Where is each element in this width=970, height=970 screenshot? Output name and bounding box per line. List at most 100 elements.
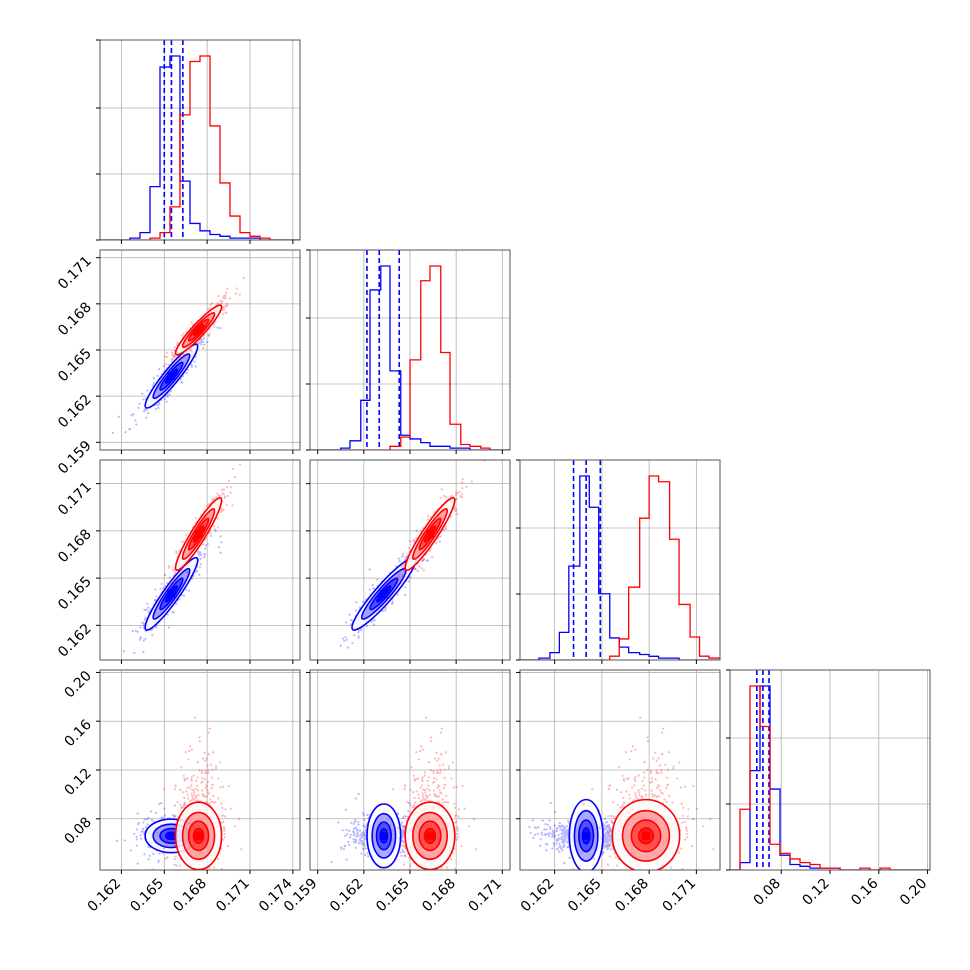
scatter-point xyxy=(160,582,163,585)
scatter-point xyxy=(165,355,168,359)
scatter-point xyxy=(172,359,175,362)
scatter-point xyxy=(134,419,137,422)
scatter-point xyxy=(350,618,353,622)
scatter-point xyxy=(198,341,202,344)
scatter-point xyxy=(198,551,201,554)
scatter-point xyxy=(171,354,174,357)
scatter-point xyxy=(444,527,447,530)
scatter-point xyxy=(200,343,203,346)
density-peak-blue xyxy=(167,372,176,381)
scatter-point xyxy=(414,567,417,570)
scatter-point xyxy=(219,299,222,303)
scatter-point xyxy=(204,547,207,550)
scatter-point xyxy=(171,354,175,357)
scatter-point xyxy=(414,567,417,571)
scatter-point xyxy=(223,305,226,308)
scatter-point xyxy=(154,599,157,602)
panel-body xyxy=(100,250,300,450)
scatter-point xyxy=(461,477,464,481)
scatter-point xyxy=(181,540,184,544)
scatter-point xyxy=(151,634,154,637)
scatter-point xyxy=(228,480,231,483)
scatter-point xyxy=(154,588,157,591)
scatter-point xyxy=(178,359,181,362)
scatter-point xyxy=(210,534,213,537)
scatter-point xyxy=(182,594,186,597)
scatter-point xyxy=(166,395,169,398)
scatter-point xyxy=(139,636,143,639)
scatter-point xyxy=(348,613,351,616)
scatter-point xyxy=(407,580,411,583)
scatter-point xyxy=(170,358,173,361)
scatter-point xyxy=(228,297,232,300)
scatter-point xyxy=(223,308,226,311)
scatter-point xyxy=(219,510,222,514)
scatter-point xyxy=(220,488,223,491)
scatter-point xyxy=(219,326,222,330)
scatter-point xyxy=(156,374,159,377)
scatter-point xyxy=(188,348,191,352)
scatter-point xyxy=(186,368,190,372)
scatter-point xyxy=(190,349,193,352)
scatter-point xyxy=(419,530,422,533)
scatter-point xyxy=(165,351,168,354)
scatter-point xyxy=(217,494,220,497)
scatter-point xyxy=(141,621,144,624)
scatter-point xyxy=(164,573,167,577)
scatter-point xyxy=(154,599,157,602)
scatter-point xyxy=(243,452,245,454)
scatter-point xyxy=(357,636,360,639)
scatter-point xyxy=(438,540,441,543)
scatter-point xyxy=(416,569,419,573)
scatter-point xyxy=(444,525,447,528)
scatter-point xyxy=(154,407,158,411)
scatter-point xyxy=(353,634,356,637)
scatter-point xyxy=(222,489,226,492)
scatter-point xyxy=(206,542,209,546)
scatter-point xyxy=(153,599,157,602)
scatter-point xyxy=(167,363,170,366)
scatter-point xyxy=(224,291,228,294)
scatter-point xyxy=(176,342,179,346)
scatter-point xyxy=(225,311,228,314)
scatter-point xyxy=(425,559,429,562)
scatter-point xyxy=(225,302,228,305)
scatter-point xyxy=(199,552,202,555)
scatter-point xyxy=(216,517,219,520)
scatter-point xyxy=(117,415,120,418)
scatter-point xyxy=(175,602,178,605)
scatter-point xyxy=(164,355,167,358)
y-tick-label: 0.162 xyxy=(55,621,95,661)
scatter-point xyxy=(169,582,172,585)
scatter-point xyxy=(224,304,228,307)
scatter-point xyxy=(195,342,198,345)
scatter-point xyxy=(404,556,407,559)
scatter-point xyxy=(185,533,188,536)
scatter-point xyxy=(190,321,193,324)
panel-2-1 xyxy=(306,459,511,664)
scatter-point xyxy=(171,357,174,360)
scatter-point xyxy=(222,488,225,491)
scatter-point xyxy=(171,352,175,355)
y-tick-label: 0.171 xyxy=(55,253,95,293)
scatter-point xyxy=(222,312,225,316)
scatter-point xyxy=(180,571,184,574)
scatter-point xyxy=(222,295,225,299)
y-tick-label: 0.168 xyxy=(55,299,95,339)
scatter-point xyxy=(420,567,423,570)
scatter-point xyxy=(223,294,226,297)
scatter-point xyxy=(397,557,400,560)
scatter-point xyxy=(219,535,222,538)
density-peak-red xyxy=(194,326,203,334)
scatter-point xyxy=(173,355,176,358)
scatter-point xyxy=(210,302,213,305)
scatter-point xyxy=(221,508,224,511)
scatter-point xyxy=(124,431,127,434)
scatter-point xyxy=(180,380,183,384)
scatter-point xyxy=(209,303,212,306)
scatter-point xyxy=(418,565,421,568)
scatter-point xyxy=(203,337,206,340)
scatter-point xyxy=(454,509,457,513)
